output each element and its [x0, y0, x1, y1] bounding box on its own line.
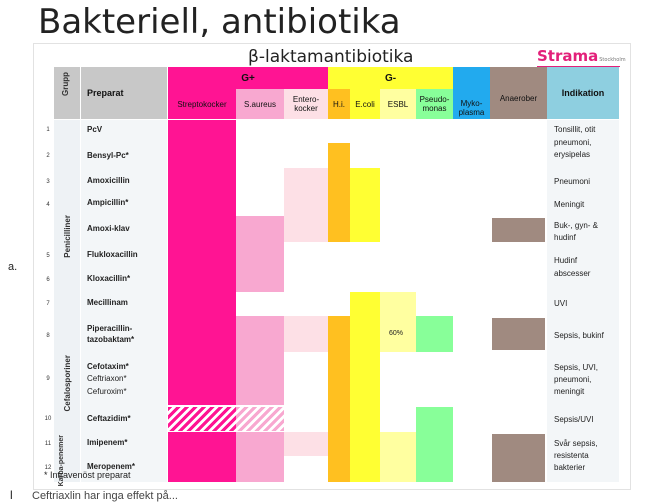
fill-enterokocker-2 — [284, 316, 328, 352]
header-grupp-cell — [54, 67, 80, 119]
indication-text: meningit — [554, 387, 585, 396]
fill-saureus-ceftazidim — [236, 407, 284, 431]
drug-name: Imipenem* — [87, 438, 128, 447]
header-enterokocker: Entero-kocker — [284, 89, 328, 119]
row-number: 6 — [46, 277, 50, 283]
logo-text: Strama — [537, 47, 599, 65]
fill-saureus-1 — [236, 216, 284, 292]
indication-text: pneumoni, — [554, 138, 592, 147]
header-indikation: Indikation — [547, 67, 619, 119]
indication-text: Sepsis, UVI, — [554, 363, 599, 372]
indication-text: resistenta — [554, 451, 589, 460]
drug-name: Amoxi-klav — [87, 224, 130, 233]
fill-anaerober-2 — [492, 318, 545, 350]
drug-name: Ampicillin* — [87, 198, 129, 207]
esbl-percentage: 60% — [389, 330, 404, 337]
header-streptokocker: Streptokocker — [168, 89, 236, 119]
side-letter: a. — [8, 261, 18, 273]
fill-anaerober-3 — [492, 434, 545, 482]
row-number: 10 — [44, 416, 52, 422]
drug-name: PcV — [87, 125, 103, 134]
drug-name: Kloxacillin* — [87, 274, 131, 283]
group-column — [54, 120, 80, 482]
header-grupp: Grupp — [61, 72, 70, 96]
indication-column — [547, 120, 619, 482]
indication-text: bakterier — [554, 463, 586, 472]
panel-title: β-laktamantibiotika — [248, 47, 414, 67]
row-number: 8 — [46, 333, 50, 339]
row-number: 4 — [46, 202, 50, 208]
fill-enterokocker-1 — [284, 168, 328, 242]
row-number: 11 — [44, 441, 52, 447]
fill-pseudomonas-2 — [416, 407, 453, 482]
indication-text: Meningit — [554, 200, 585, 209]
fill-esbl-1 — [380, 292, 416, 352]
indication-text: Tonsillit, otit — [554, 125, 596, 134]
group-cefalosporiner: Cefalosporiner — [63, 355, 72, 412]
indication-text: erysipelas — [554, 150, 591, 159]
group-penicilliner: Penicilliner — [63, 215, 72, 258]
bullet-mark: l — [10, 488, 13, 502]
fill-streptokocker-ceftazidim — [168, 407, 236, 431]
fill-esbl-2 — [380, 432, 416, 482]
logo-sub: Stockholm — [599, 57, 626, 63]
indication-text: Pneumoni — [554, 177, 591, 186]
drug-name: Meropenem* — [87, 462, 136, 471]
indication-text: Svår sepsis, — [554, 439, 598, 448]
row-number: 1 — [46, 127, 50, 133]
fill-ecoli-2 — [350, 292, 380, 482]
drug-name: Flukloxacillin — [87, 250, 138, 259]
row-number: 2 — [46, 153, 50, 159]
row-number: 9 — [46, 376, 50, 382]
drug-name: tazobaktam* — [87, 335, 135, 344]
header-gplus: G+ — [168, 67, 328, 89]
fill-streptokocker-carbapenem — [168, 432, 236, 482]
fill-anaerober-1 — [492, 218, 545, 242]
drug-name: Ceftriaxon* — [87, 374, 127, 383]
header-anaerober: Anaerober — [490, 67, 547, 119]
drug-column — [81, 120, 167, 482]
indication-text: UVI — [554, 299, 568, 308]
bottom-note: Ceftriaxlin har inga effekt på... — [32, 490, 178, 502]
fill-pseudomonas-1 — [416, 316, 453, 352]
drug-name: Mecillinam — [87, 298, 128, 307]
indication-text: abscesser — [554, 269, 591, 278]
header-gminus: G- — [328, 67, 453, 89]
row-number: 5 — [46, 253, 50, 259]
drug-name: Piperacillin- — [87, 324, 133, 333]
header-preparat: Preparat — [81, 67, 167, 119]
indication-text: Hudinf — [554, 256, 578, 265]
indication-text: Sepsis/UVI — [554, 415, 594, 424]
drug-name: Amoxicillin — [87, 176, 130, 185]
drug-name: Cefotaxim* — [87, 362, 129, 371]
drug-name: Cefuroxim* — [87, 387, 127, 396]
header-esbl: ESBL — [380, 89, 416, 119]
slide-title: Bakteriell, antibiotika — [38, 2, 401, 42]
fill-hi-2 — [328, 316, 350, 482]
indication-text: Sepsis, bukinf — [554, 331, 604, 340]
strama-logo: StramaStockholm — [537, 47, 626, 65]
fill-enterokocker-3 — [284, 432, 328, 456]
fill-saureus-carbapenem — [236, 432, 284, 482]
row-number: 7 — [46, 301, 50, 307]
header-saureus: S.aureus — [236, 89, 284, 119]
fill-saureus-2 — [236, 316, 284, 405]
footnote: * Intravenöst preparat — [44, 470, 131, 480]
indication-text: pneumoni, — [554, 375, 592, 384]
header-ecoli: E.coli — [350, 89, 380, 119]
header-myko: Myko-plasma — [453, 67, 490, 119]
logo-underline — [537, 66, 620, 67]
drug-name: Bensyl-Pc* — [87, 151, 129, 160]
drug-name: Ceftazidim* — [87, 414, 131, 423]
row-number: 3 — [46, 179, 50, 185]
header-hi: H.i. — [328, 89, 350, 119]
fill-streptokocker — [168, 120, 236, 405]
fill-ecoli-1 — [350, 168, 380, 242]
row-number: 12 — [44, 465, 52, 471]
header-pseudomonas: Pseudo-monas — [416, 89, 453, 119]
indication-text: Buk-, gyn- & — [554, 221, 599, 230]
indication-text: hudinf — [554, 233, 576, 242]
fill-hi-1 — [328, 143, 350, 242]
